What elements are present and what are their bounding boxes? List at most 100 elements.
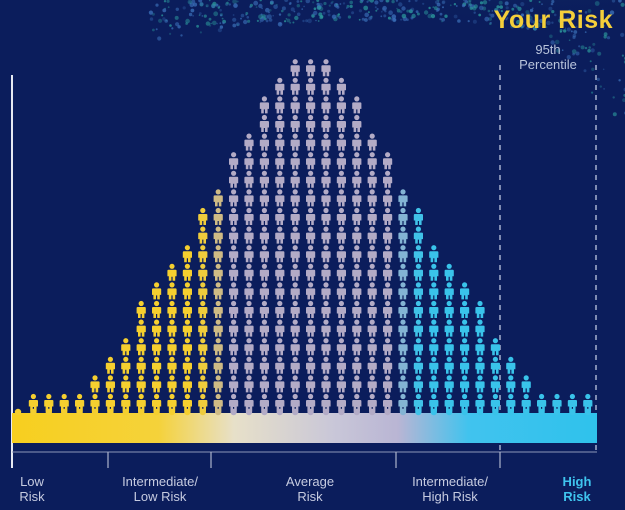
background-dot xyxy=(488,13,492,16)
person-icon xyxy=(244,356,254,374)
person-icon xyxy=(213,375,223,393)
person-icon xyxy=(398,338,408,356)
person-icon xyxy=(290,356,300,374)
background-dot xyxy=(191,0,196,4)
bar-bump xyxy=(476,408,484,416)
background-dot xyxy=(620,32,625,38)
background-dot xyxy=(247,19,251,23)
background-dot xyxy=(591,91,594,94)
person-icon xyxy=(121,375,131,393)
person-icon xyxy=(475,338,485,356)
background-dot xyxy=(491,10,494,12)
person-icon xyxy=(259,300,269,318)
background-dot xyxy=(287,13,291,17)
background-dot xyxy=(398,2,403,7)
person-icon xyxy=(398,300,408,318)
bar-bump xyxy=(523,408,530,416)
background-dot xyxy=(272,14,275,17)
person-icon xyxy=(413,300,423,318)
person-icon xyxy=(413,226,423,244)
bar-bump xyxy=(199,408,206,416)
background-dot xyxy=(379,0,384,3)
background-dot xyxy=(551,10,555,14)
background-dot xyxy=(245,12,249,15)
background-dot xyxy=(370,15,373,18)
person-icon xyxy=(59,393,69,411)
background-dot xyxy=(276,3,278,6)
person-icon xyxy=(259,263,269,281)
person-icon xyxy=(398,189,408,207)
background-dot xyxy=(196,24,200,28)
person-icon xyxy=(244,263,254,281)
person-icon xyxy=(521,375,531,393)
background-dot xyxy=(185,22,188,25)
background-dot xyxy=(554,39,560,45)
x-label-line1: Average xyxy=(285,474,335,489)
background-dot xyxy=(190,8,195,13)
background-dot xyxy=(316,0,320,2)
background-dot xyxy=(396,8,401,13)
bar-bump xyxy=(538,408,545,416)
background-dot xyxy=(346,7,348,9)
person-icon xyxy=(182,338,192,356)
person-icon xyxy=(244,226,254,244)
background-dot xyxy=(587,9,592,13)
x-label-line1: Intermediate/ xyxy=(412,474,488,489)
person-icon xyxy=(244,207,254,225)
background-dot xyxy=(164,19,168,23)
background-dot xyxy=(213,11,219,17)
person-icon xyxy=(136,300,146,318)
bar-bump xyxy=(446,408,453,416)
person-icon xyxy=(537,393,547,411)
person-icon xyxy=(321,338,331,356)
person-icon xyxy=(352,393,362,411)
background-dot xyxy=(466,0,472,5)
person-icon xyxy=(28,393,38,411)
bar-bump xyxy=(430,408,437,416)
person-icon xyxy=(336,338,346,356)
background-dot xyxy=(504,1,509,6)
background-dot xyxy=(517,6,522,11)
person-icon xyxy=(290,77,300,95)
person-icon xyxy=(290,263,300,281)
background-dot xyxy=(401,6,406,11)
person-icon xyxy=(336,77,346,95)
person-icon xyxy=(321,282,331,300)
background-dot xyxy=(422,2,425,5)
background-dot xyxy=(192,14,195,17)
x-label-high-risk: High Risk xyxy=(563,474,592,504)
person-icon xyxy=(367,170,377,188)
person-icon xyxy=(182,319,192,337)
background-dot xyxy=(580,45,585,50)
person-icon xyxy=(460,393,470,411)
person-icon xyxy=(182,356,192,374)
background-dot xyxy=(621,54,625,57)
person-icon xyxy=(306,263,316,281)
background-dot xyxy=(300,0,303,3)
person-icon xyxy=(290,59,300,77)
person-icon xyxy=(429,282,439,300)
background-dot xyxy=(208,0,211,2)
person-icon xyxy=(105,393,115,411)
background-dot xyxy=(199,31,202,34)
background-dot xyxy=(221,17,224,20)
background-dot xyxy=(253,0,259,6)
person-icon xyxy=(121,338,131,356)
person-icon xyxy=(383,207,393,225)
person-icon xyxy=(321,189,331,207)
background-dot xyxy=(575,51,580,56)
person-icon xyxy=(336,170,346,188)
person-icon xyxy=(198,356,208,374)
person-icon xyxy=(213,189,223,207)
background-dot xyxy=(349,4,353,8)
person-icon xyxy=(167,375,177,393)
background-dot xyxy=(511,7,515,11)
person-icon xyxy=(336,133,346,151)
person-icon xyxy=(429,300,439,318)
background-dot xyxy=(296,0,300,3)
bar-bump xyxy=(369,408,376,416)
person-icon xyxy=(383,375,393,393)
background-dot xyxy=(383,14,387,18)
background-dot xyxy=(303,5,305,8)
background-dot xyxy=(240,17,242,20)
